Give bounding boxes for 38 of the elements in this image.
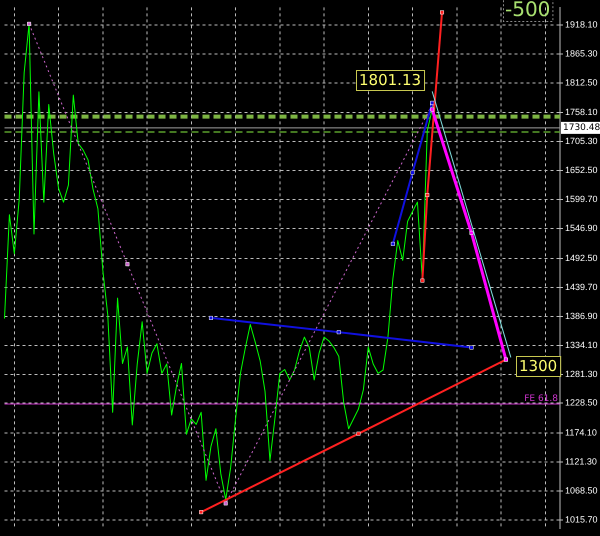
y-tick-label: 1228.50: [565, 398, 598, 408]
point: [224, 501, 228, 506]
point: [430, 107, 434, 112]
point: [410, 170, 415, 175]
y-tick-label: 1386.90: [565, 310, 598, 321]
point: [440, 10, 444, 14]
y-tick-label: 1174.10: [565, 428, 597, 438]
point: [336, 330, 341, 334]
point: [208, 316, 213, 320]
point: [27, 22, 32, 26]
y-tick-label: 1758.10: [565, 107, 598, 118]
annotation: 1300: [519, 356, 558, 375]
y-tick-label: 1439.70: [565, 282, 598, 292]
y-tick-label: 1068.50: [565, 486, 598, 496]
y-tick-label: 1121.30: [565, 456, 597, 467]
y-tick-label: 1492.50: [565, 252, 598, 263]
annotation: 1801.13: [359, 70, 422, 89]
y-tick-label: 1281.30: [565, 368, 598, 379]
y-tick-label: 1918.10: [565, 19, 598, 30]
point: [469, 230, 474, 235]
y-tick-label: 1334.10: [565, 340, 598, 350]
point: [356, 432, 360, 436]
point: [390, 242, 395, 246]
point: [199, 510, 204, 514]
annotation: -500: [505, 0, 550, 22]
y-tick-label: 1865.30: [565, 48, 598, 58]
ref-line-label: 1730.48: [563, 123, 600, 134]
y-tick-label: 1599.70: [565, 194, 598, 204]
y-tick-label: 1812.50: [565, 77, 598, 88]
ref-line-label: FE 61.8: [524, 394, 558, 404]
y-tick-label: 1546.90: [565, 223, 598, 234]
point: [469, 346, 474, 350]
point: [125, 262, 130, 266]
y-tick-label: 1652.50: [565, 165, 598, 176]
y-tick-label: 1015.70: [565, 514, 598, 524]
point: [425, 193, 430, 198]
y-tick-label: 1705.30: [565, 136, 598, 146]
point: [420, 278, 424, 283]
